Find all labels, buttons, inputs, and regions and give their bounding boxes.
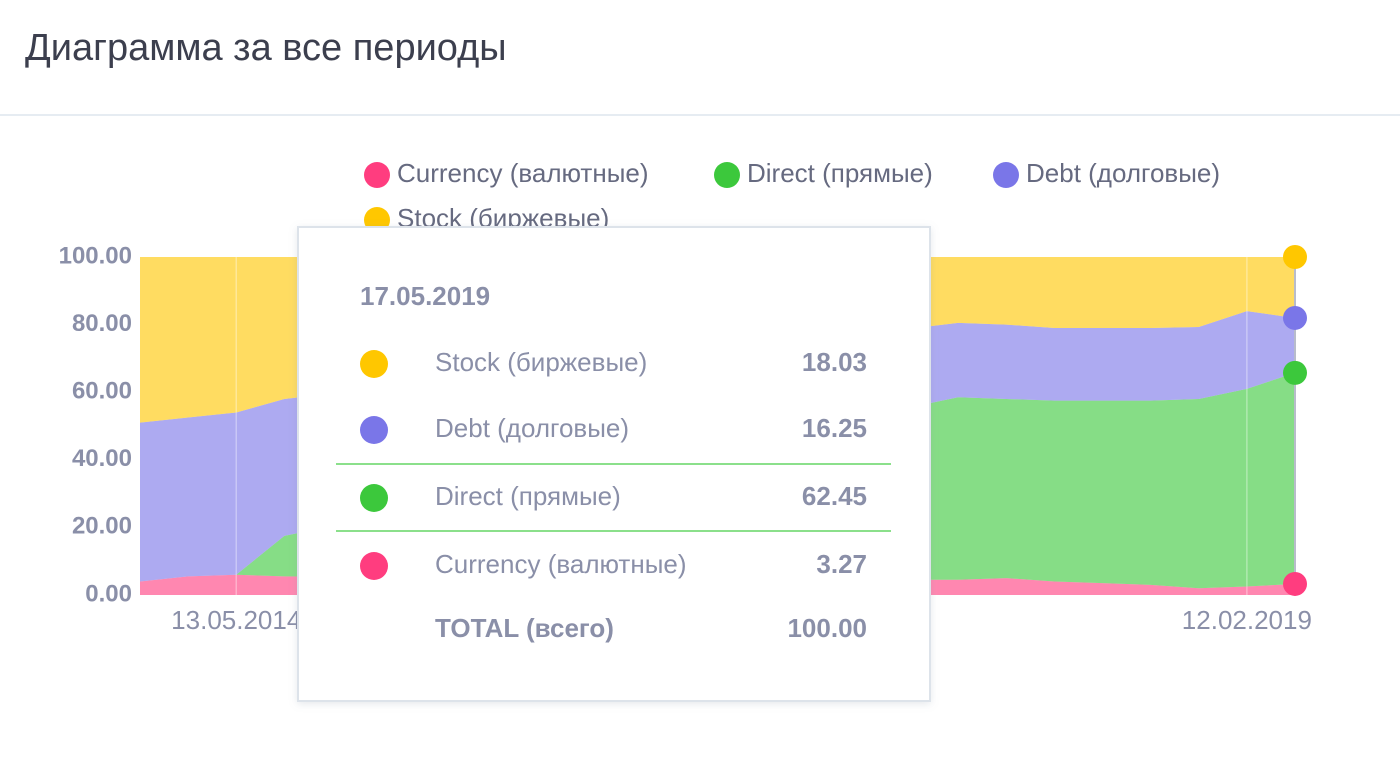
legend-marker (714, 162, 740, 188)
chart-title: Диаграмма за все периоды (25, 27, 507, 69)
legend-label: Direct (прямые) (747, 158, 933, 188)
legend-label: Debt (долговые) (1026, 158, 1220, 188)
tooltip-value: 3.27 (816, 549, 867, 579)
tooltip-title: 17.05.2019 (360, 281, 490, 311)
tooltip-value: 62.45 (802, 481, 867, 511)
tooltip-name: Direct (прямые) (435, 481, 621, 511)
tooltip: 17.05.2019 TOTAL (всего) 100.00 Stock (б… (297, 226, 931, 702)
y-tick-label: 60.00 (72, 378, 132, 405)
point-marker (1283, 305, 1307, 330)
y-tick-label: 40.00 (72, 445, 132, 472)
point-marker (1283, 360, 1307, 385)
x-tick-label: 12.02.2019 (1182, 605, 1312, 635)
tooltip-name: Currency (валютные) (435, 549, 687, 579)
tooltip-total-name: TOTAL (всего) (435, 613, 614, 643)
tooltip-marker (360, 416, 388, 444)
tooltip-marker (360, 350, 388, 378)
tooltip-marker (360, 484, 388, 512)
tooltip-name: Stock (биржевые) (435, 347, 647, 377)
legend: Currency (валютные) Direct (прямые) Debt (… (364, 158, 1220, 233)
y-tick-label: 100.00 (59, 242, 132, 269)
x-tick-label: 13.05.2014 (171, 605, 301, 635)
tooltip-name: Debt (долговые) (435, 413, 629, 443)
point-marker (1283, 571, 1307, 596)
tooltip-marker (360, 552, 388, 580)
legend-label: Currency (валютные) (397, 158, 649, 188)
legend-marker (364, 162, 390, 188)
tooltip-value: 16.25 (802, 413, 867, 443)
y-tick-label: 80.00 (72, 310, 132, 337)
point-marker (1283, 245, 1307, 269)
y-tick-label: 20.00 (72, 513, 132, 540)
legend-marker (993, 162, 1019, 188)
tooltip-total: 100.00 (787, 613, 867, 643)
y-tick-label: 0.00 (85, 580, 132, 607)
tooltip-value: 18.03 (802, 347, 867, 377)
